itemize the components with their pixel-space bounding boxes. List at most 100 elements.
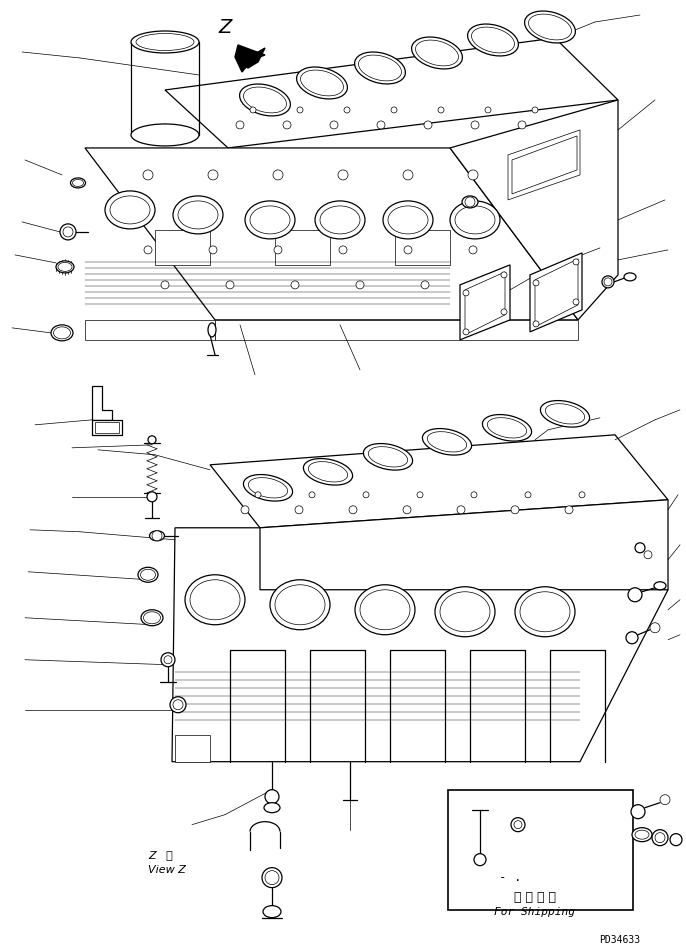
Ellipse shape (296, 67, 347, 99)
Ellipse shape (143, 612, 161, 623)
Ellipse shape (450, 201, 500, 239)
Circle shape (404, 246, 412, 254)
Ellipse shape (525, 11, 576, 43)
Polygon shape (465, 272, 505, 335)
Ellipse shape (239, 84, 290, 116)
Circle shape (644, 551, 652, 559)
Polygon shape (395, 230, 450, 265)
Circle shape (573, 299, 579, 305)
Ellipse shape (110, 196, 150, 224)
Ellipse shape (364, 444, 412, 470)
Circle shape (208, 170, 218, 180)
Circle shape (424, 121, 432, 129)
Circle shape (377, 121, 385, 129)
Polygon shape (85, 320, 215, 340)
Circle shape (635, 543, 645, 552)
Circle shape (652, 830, 668, 846)
Circle shape (148, 436, 156, 444)
Ellipse shape (245, 201, 295, 239)
Circle shape (650, 622, 660, 633)
Circle shape (421, 281, 429, 289)
Circle shape (339, 246, 347, 254)
Circle shape (344, 107, 350, 113)
Circle shape (533, 321, 539, 327)
Polygon shape (175, 735, 210, 762)
Circle shape (173, 700, 183, 710)
Circle shape (474, 853, 486, 866)
Circle shape (209, 246, 217, 254)
Ellipse shape (56, 261, 74, 272)
Circle shape (291, 281, 299, 289)
Circle shape (295, 506, 303, 514)
Circle shape (463, 329, 469, 335)
Circle shape (628, 587, 642, 602)
Circle shape (391, 107, 397, 113)
Circle shape (457, 506, 465, 514)
Circle shape (309, 492, 315, 498)
Text: 運 携 部 品: 運 携 部 品 (514, 891, 556, 904)
Polygon shape (238, 48, 265, 68)
Circle shape (152, 531, 162, 541)
Ellipse shape (632, 828, 652, 842)
Polygon shape (460, 265, 510, 340)
Circle shape (226, 281, 234, 289)
Ellipse shape (270, 580, 330, 630)
Ellipse shape (541, 400, 589, 427)
Polygon shape (450, 100, 618, 320)
Circle shape (655, 832, 665, 843)
Ellipse shape (360, 589, 410, 630)
Circle shape (501, 272, 507, 278)
Ellipse shape (435, 587, 495, 637)
Ellipse shape (54, 327, 71, 339)
Ellipse shape (178, 201, 218, 229)
Ellipse shape (141, 610, 163, 625)
Circle shape (161, 281, 169, 289)
Ellipse shape (416, 40, 458, 66)
Circle shape (144, 246, 152, 254)
Ellipse shape (359, 55, 401, 80)
Polygon shape (535, 259, 578, 327)
Polygon shape (235, 45, 265, 72)
Polygon shape (448, 790, 633, 910)
Text: - .: - . (499, 871, 521, 885)
Ellipse shape (487, 417, 527, 438)
Circle shape (161, 653, 175, 667)
Ellipse shape (368, 447, 407, 467)
Circle shape (468, 170, 478, 180)
Circle shape (511, 817, 525, 832)
Ellipse shape (248, 478, 287, 498)
Circle shape (403, 170, 413, 180)
Circle shape (660, 795, 670, 805)
Circle shape (363, 492, 369, 498)
Ellipse shape (138, 568, 158, 583)
Ellipse shape (355, 585, 415, 635)
Polygon shape (155, 230, 210, 265)
Ellipse shape (315, 201, 365, 239)
Ellipse shape (250, 206, 290, 234)
Ellipse shape (383, 201, 433, 239)
Ellipse shape (423, 429, 471, 455)
Circle shape (463, 289, 469, 296)
Circle shape (255, 492, 261, 498)
Ellipse shape (73, 180, 84, 186)
Ellipse shape (355, 52, 405, 84)
Circle shape (525, 492, 531, 498)
Circle shape (273, 170, 283, 180)
Ellipse shape (244, 475, 293, 501)
Circle shape (511, 506, 519, 514)
Ellipse shape (300, 70, 344, 96)
Ellipse shape (482, 414, 532, 441)
Ellipse shape (190, 580, 240, 620)
Circle shape (438, 107, 444, 113)
Polygon shape (92, 420, 122, 435)
Circle shape (297, 107, 303, 113)
Text: PD34633: PD34633 (600, 935, 641, 945)
Ellipse shape (654, 582, 666, 589)
Text: Z: Z (218, 19, 231, 38)
Circle shape (471, 121, 479, 129)
Ellipse shape (320, 206, 360, 234)
Ellipse shape (303, 459, 353, 485)
Circle shape (147, 492, 157, 501)
Circle shape (403, 506, 411, 514)
Circle shape (338, 170, 348, 180)
